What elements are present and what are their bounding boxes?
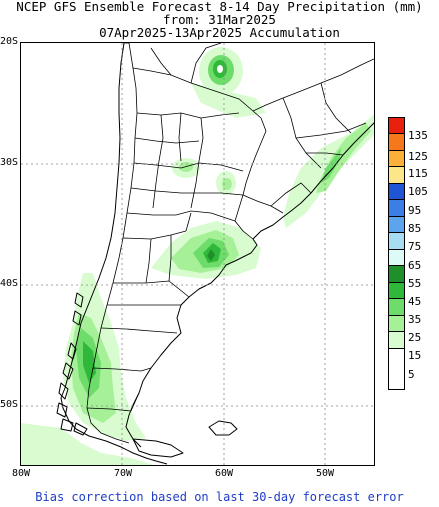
colorbar-label: 105: [408, 185, 428, 198]
colorbar-swatch: [389, 332, 404, 349]
colorbar-swatch: [389, 299, 404, 316]
colorbar-label: 135: [408, 129, 428, 142]
colorbar-label: 75: [408, 240, 422, 253]
lon-label-80w: 80W: [12, 468, 31, 479]
colorbar-swatch: [389, 134, 404, 151]
colorbar-label: 15: [408, 349, 422, 362]
colorbar-swatch: [389, 233, 404, 250]
colorbar-swatch: [389, 118, 404, 135]
colorbar-label: 45: [408, 295, 422, 308]
colorbar-swatch: [389, 315, 404, 333]
colorbar-swatch: [389, 150, 404, 168]
map-canvas: [21, 43, 374, 465]
colorbar-swatch: [389, 200, 404, 217]
forecast-init-date: from: 31Mar2025: [163, 12, 276, 27]
lat-label-40s: 40S: [0, 278, 19, 289]
colorbar-swatch: [389, 249, 404, 267]
lat-label-20s: 20S: [0, 36, 19, 47]
coastlines: [56, 43, 374, 465]
precipitation-shading: [21, 47, 374, 465]
lat-label-50s: 50S: [0, 399, 19, 410]
lon-label-70w: 70W: [114, 468, 133, 479]
colorbar-label: 5: [408, 368, 415, 381]
colorbar-swatch: [389, 216, 404, 234]
bias-correction-note: Bias correction based on last 30-day for…: [35, 490, 404, 504]
precipitation-map: [20, 42, 375, 466]
colorbar-label: 95: [408, 204, 422, 217]
colorbar-label: 85: [408, 222, 422, 235]
country-borders: [86, 43, 374, 444]
colorbar-swatch: [389, 266, 404, 283]
lat-label-30s: 30S: [0, 157, 19, 168]
colorbar-swatch: [389, 282, 404, 300]
colorbar-swatch: [389, 348, 404, 366]
colorbar-label: 35: [408, 313, 422, 326]
colorbar-label: 25: [408, 331, 422, 344]
precipitation-colorbar: [388, 117, 405, 390]
colorbar-label: 115: [408, 167, 428, 180]
accumulation-period: 07Apr2025-13Apr2025 Accumulation: [99, 25, 340, 40]
colorbar-swatch: [389, 183, 404, 201]
colorbar-label: 65: [408, 259, 422, 272]
colorbar-label: 125: [408, 150, 428, 163]
colorbar-label: 55: [408, 277, 422, 290]
map-title: NCEP GFS Ensemble Forecast 8-14 Day Prec…: [16, 0, 423, 14]
lon-label-60w: 60W: [215, 468, 234, 479]
lat-lon-grid: [21, 43, 374, 465]
colorbar-swatch: [389, 167, 404, 184]
lon-label-50w: 50W: [316, 468, 335, 479]
